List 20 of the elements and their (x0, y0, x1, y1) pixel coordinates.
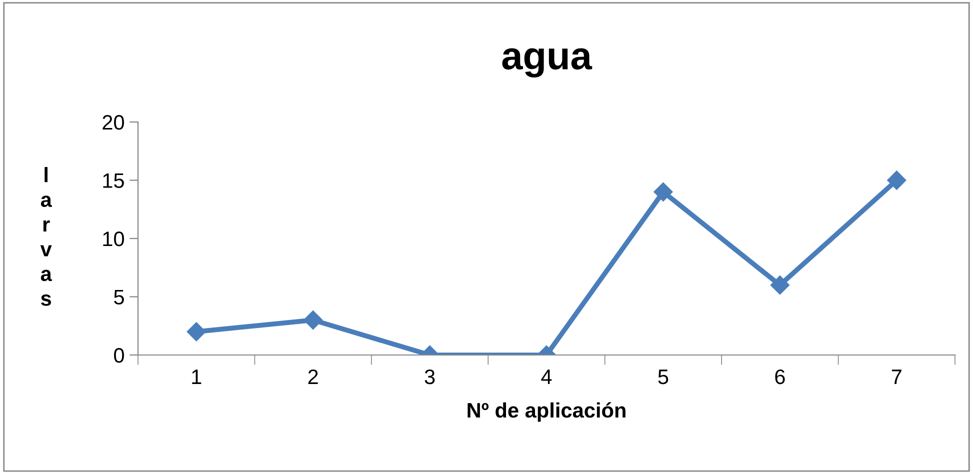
point (887, 170, 906, 190)
chart-title: agua (502, 48, 592, 78)
y-tick-label: 0 (114, 348, 124, 363)
x-tick-label: 5 (658, 370, 668, 384)
point (770, 276, 790, 295)
y-tick-label: 20 (102, 115, 124, 130)
x-tick-label: 6 (775, 369, 785, 384)
x-tick-label: 3 (424, 369, 435, 384)
y-axis-title: larvas (40, 167, 52, 306)
point (186, 322, 206, 342)
y-tick-label: 15 (103, 173, 124, 188)
point (654, 182, 673, 202)
y-tick-label: 10 (103, 232, 124, 246)
x-axis-title: Nº de aplicación (468, 402, 626, 422)
x-tick-label: 7 (892, 370, 902, 384)
x-tick-label: 4 (541, 370, 552, 384)
y-tick-label: 5 (114, 290, 124, 305)
point (304, 310, 323, 330)
x-tick-label: 1 (192, 370, 202, 384)
x-tick-label: 2 (308, 369, 318, 384)
